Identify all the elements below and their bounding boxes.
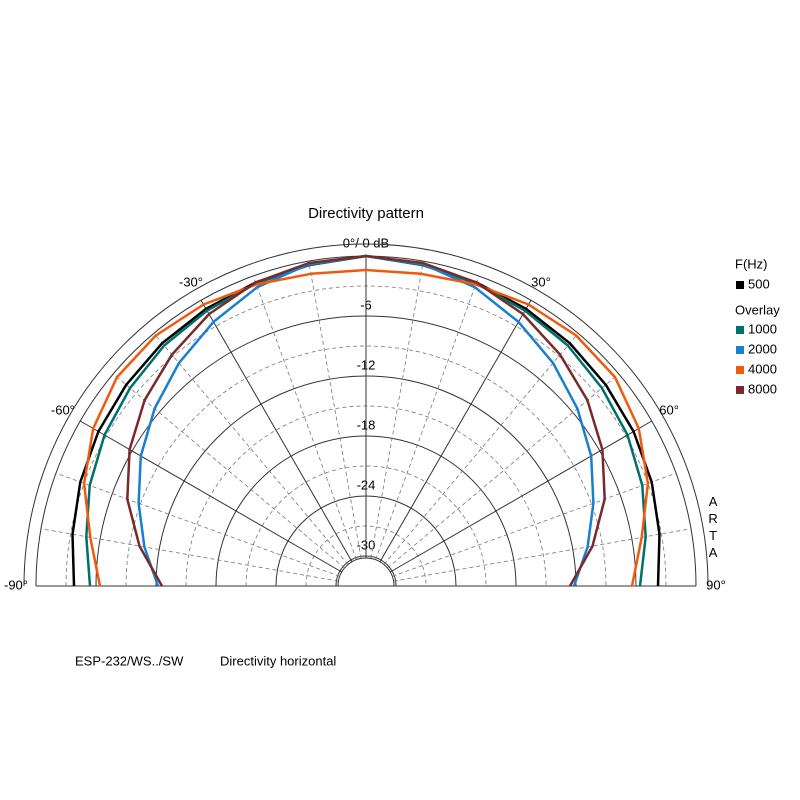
grid-spoke bbox=[79, 420, 343, 573]
footer-model: ESP-232/WS../SW bbox=[75, 653, 184, 668]
minor-grid-spoke bbox=[252, 275, 357, 560]
legend-swatch bbox=[736, 281, 744, 289]
grid-spoke bbox=[379, 299, 532, 563]
minor-grid-spoke bbox=[393, 528, 692, 582]
theta-tick-label: 60° bbox=[659, 402, 679, 417]
minor-grid-circle bbox=[245, 465, 487, 587]
legend-label: 8000 bbox=[748, 381, 777, 396]
minor-grid-spoke bbox=[383, 332, 579, 565]
minor-grid-spoke bbox=[308, 260, 362, 559]
top-label: 0°/ 0 dB bbox=[343, 235, 389, 250]
minor-grid-spoke bbox=[375, 275, 480, 560]
hub bbox=[337, 557, 395, 587]
outer-ring bbox=[23, 243, 709, 587]
grid-spoke bbox=[389, 420, 653, 573]
legend-label: 1000 bbox=[748, 321, 777, 336]
minor-grid-spoke bbox=[112, 373, 345, 569]
legend-swatch bbox=[736, 386, 744, 394]
theta-tick-label: 30° bbox=[531, 274, 551, 289]
legend-overlay-title: Overlay bbox=[735, 302, 780, 317]
legend-label: 4000 bbox=[748, 361, 777, 376]
legend-swatch bbox=[736, 326, 744, 334]
legend-label: 500 bbox=[748, 276, 770, 291]
minor-grid-spoke bbox=[392, 472, 677, 577]
minor-grid-spoke bbox=[55, 472, 340, 577]
theta-tick-label: -60° bbox=[51, 402, 75, 417]
theta-tick-label: 90° bbox=[706, 577, 726, 592]
grid-spoke bbox=[200, 299, 353, 563]
theta-tick-label: -30° bbox=[179, 274, 203, 289]
minor-grid-spoke bbox=[153, 332, 349, 565]
minor-grid-spoke bbox=[40, 528, 339, 582]
legend-swatch bbox=[736, 346, 744, 354]
series-line bbox=[82, 268, 650, 587]
footer-description: Directivity horizontal bbox=[220, 653, 336, 668]
theta-tick-label: -90° bbox=[4, 577, 28, 592]
legend-title: F(Hz) bbox=[735, 256, 768, 271]
legend-swatch bbox=[736, 366, 744, 374]
minor-grid-spoke bbox=[387, 373, 620, 569]
chart-title: Directivity pattern bbox=[308, 205, 424, 222]
minor-grid-spoke bbox=[370, 260, 424, 559]
series-line bbox=[126, 254, 606, 587]
watermark: ARTA bbox=[706, 494, 721, 562]
legend-label: 2000 bbox=[748, 341, 777, 356]
